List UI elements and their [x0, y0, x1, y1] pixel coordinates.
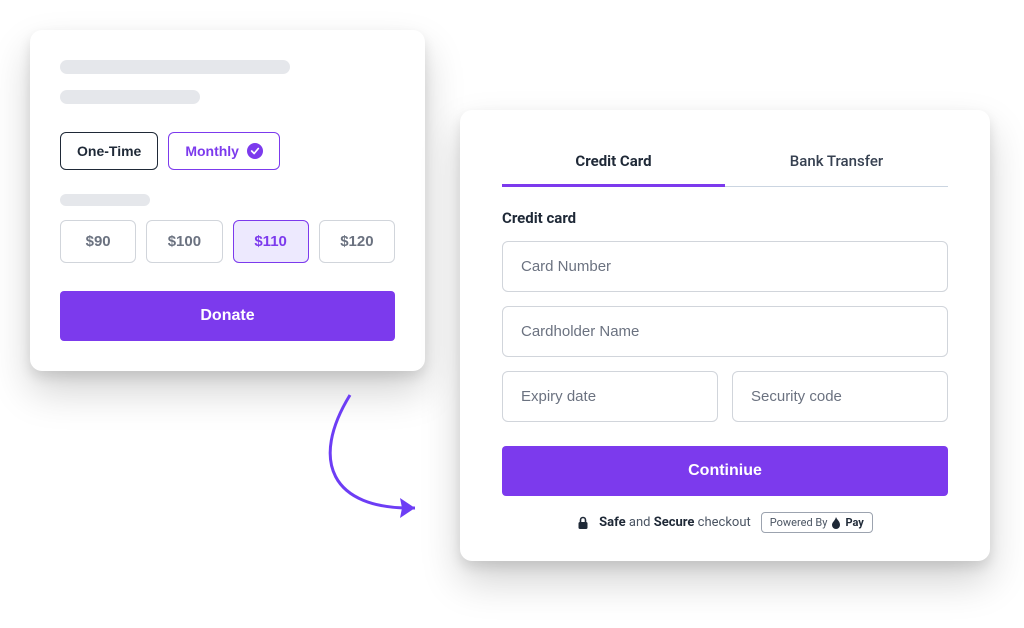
frequency-one-time-button[interactable]: One-Time [60, 132, 158, 170]
card-number-input[interactable] [502, 241, 948, 292]
lock-icon [577, 516, 589, 530]
donate-button[interactable]: Donate [60, 291, 395, 341]
skeleton-line [60, 194, 150, 206]
tab-bank-transfer[interactable]: Bank Transfer [725, 142, 948, 187]
amount-option-button[interactable]: $90 [60, 220, 136, 263]
amount-selector: $90 $100 $110 $120 [60, 220, 395, 263]
frequency-label: Monthly [185, 143, 239, 159]
amount-option-button[interactable]: $120 [319, 220, 395, 263]
security-code-input[interactable] [732, 371, 948, 422]
skeleton-line [60, 60, 290, 74]
trust-row: Safe and Secure checkout Powered By Pay [502, 512, 948, 533]
tab-credit-card[interactable]: Credit Card [502, 142, 725, 187]
payment-tabs: Credit Card Bank Transfer [502, 142, 948, 187]
frequency-label: One-Time [77, 143, 141, 159]
trust-text: Safe and Secure checkout [599, 515, 751, 530]
frequency-selector: One-Time Monthly [60, 132, 395, 170]
card-meta-row [502, 371, 948, 436]
skeleton-line [60, 90, 200, 104]
flow-arrow-icon [250, 390, 450, 530]
check-icon [247, 143, 263, 159]
payment-card: Credit Card Bank Transfer Credit card Co… [460, 110, 990, 561]
continue-button[interactable]: Continiue [502, 446, 948, 496]
expiry-date-input[interactable] [502, 371, 718, 422]
flame-icon [831, 517, 841, 529]
powered-by-badge: Powered By Pay [761, 512, 873, 533]
donation-card: One-Time Monthly $90 $100 $110 $120 Dona… [30, 30, 425, 371]
section-label: Credit card [502, 209, 948, 227]
amount-option-button[interactable]: $100 [146, 220, 222, 263]
amount-option-button[interactable]: $110 [233, 220, 309, 263]
frequency-monthly-button[interactable]: Monthly [168, 132, 280, 170]
cardholder-name-input[interactable] [502, 306, 948, 357]
